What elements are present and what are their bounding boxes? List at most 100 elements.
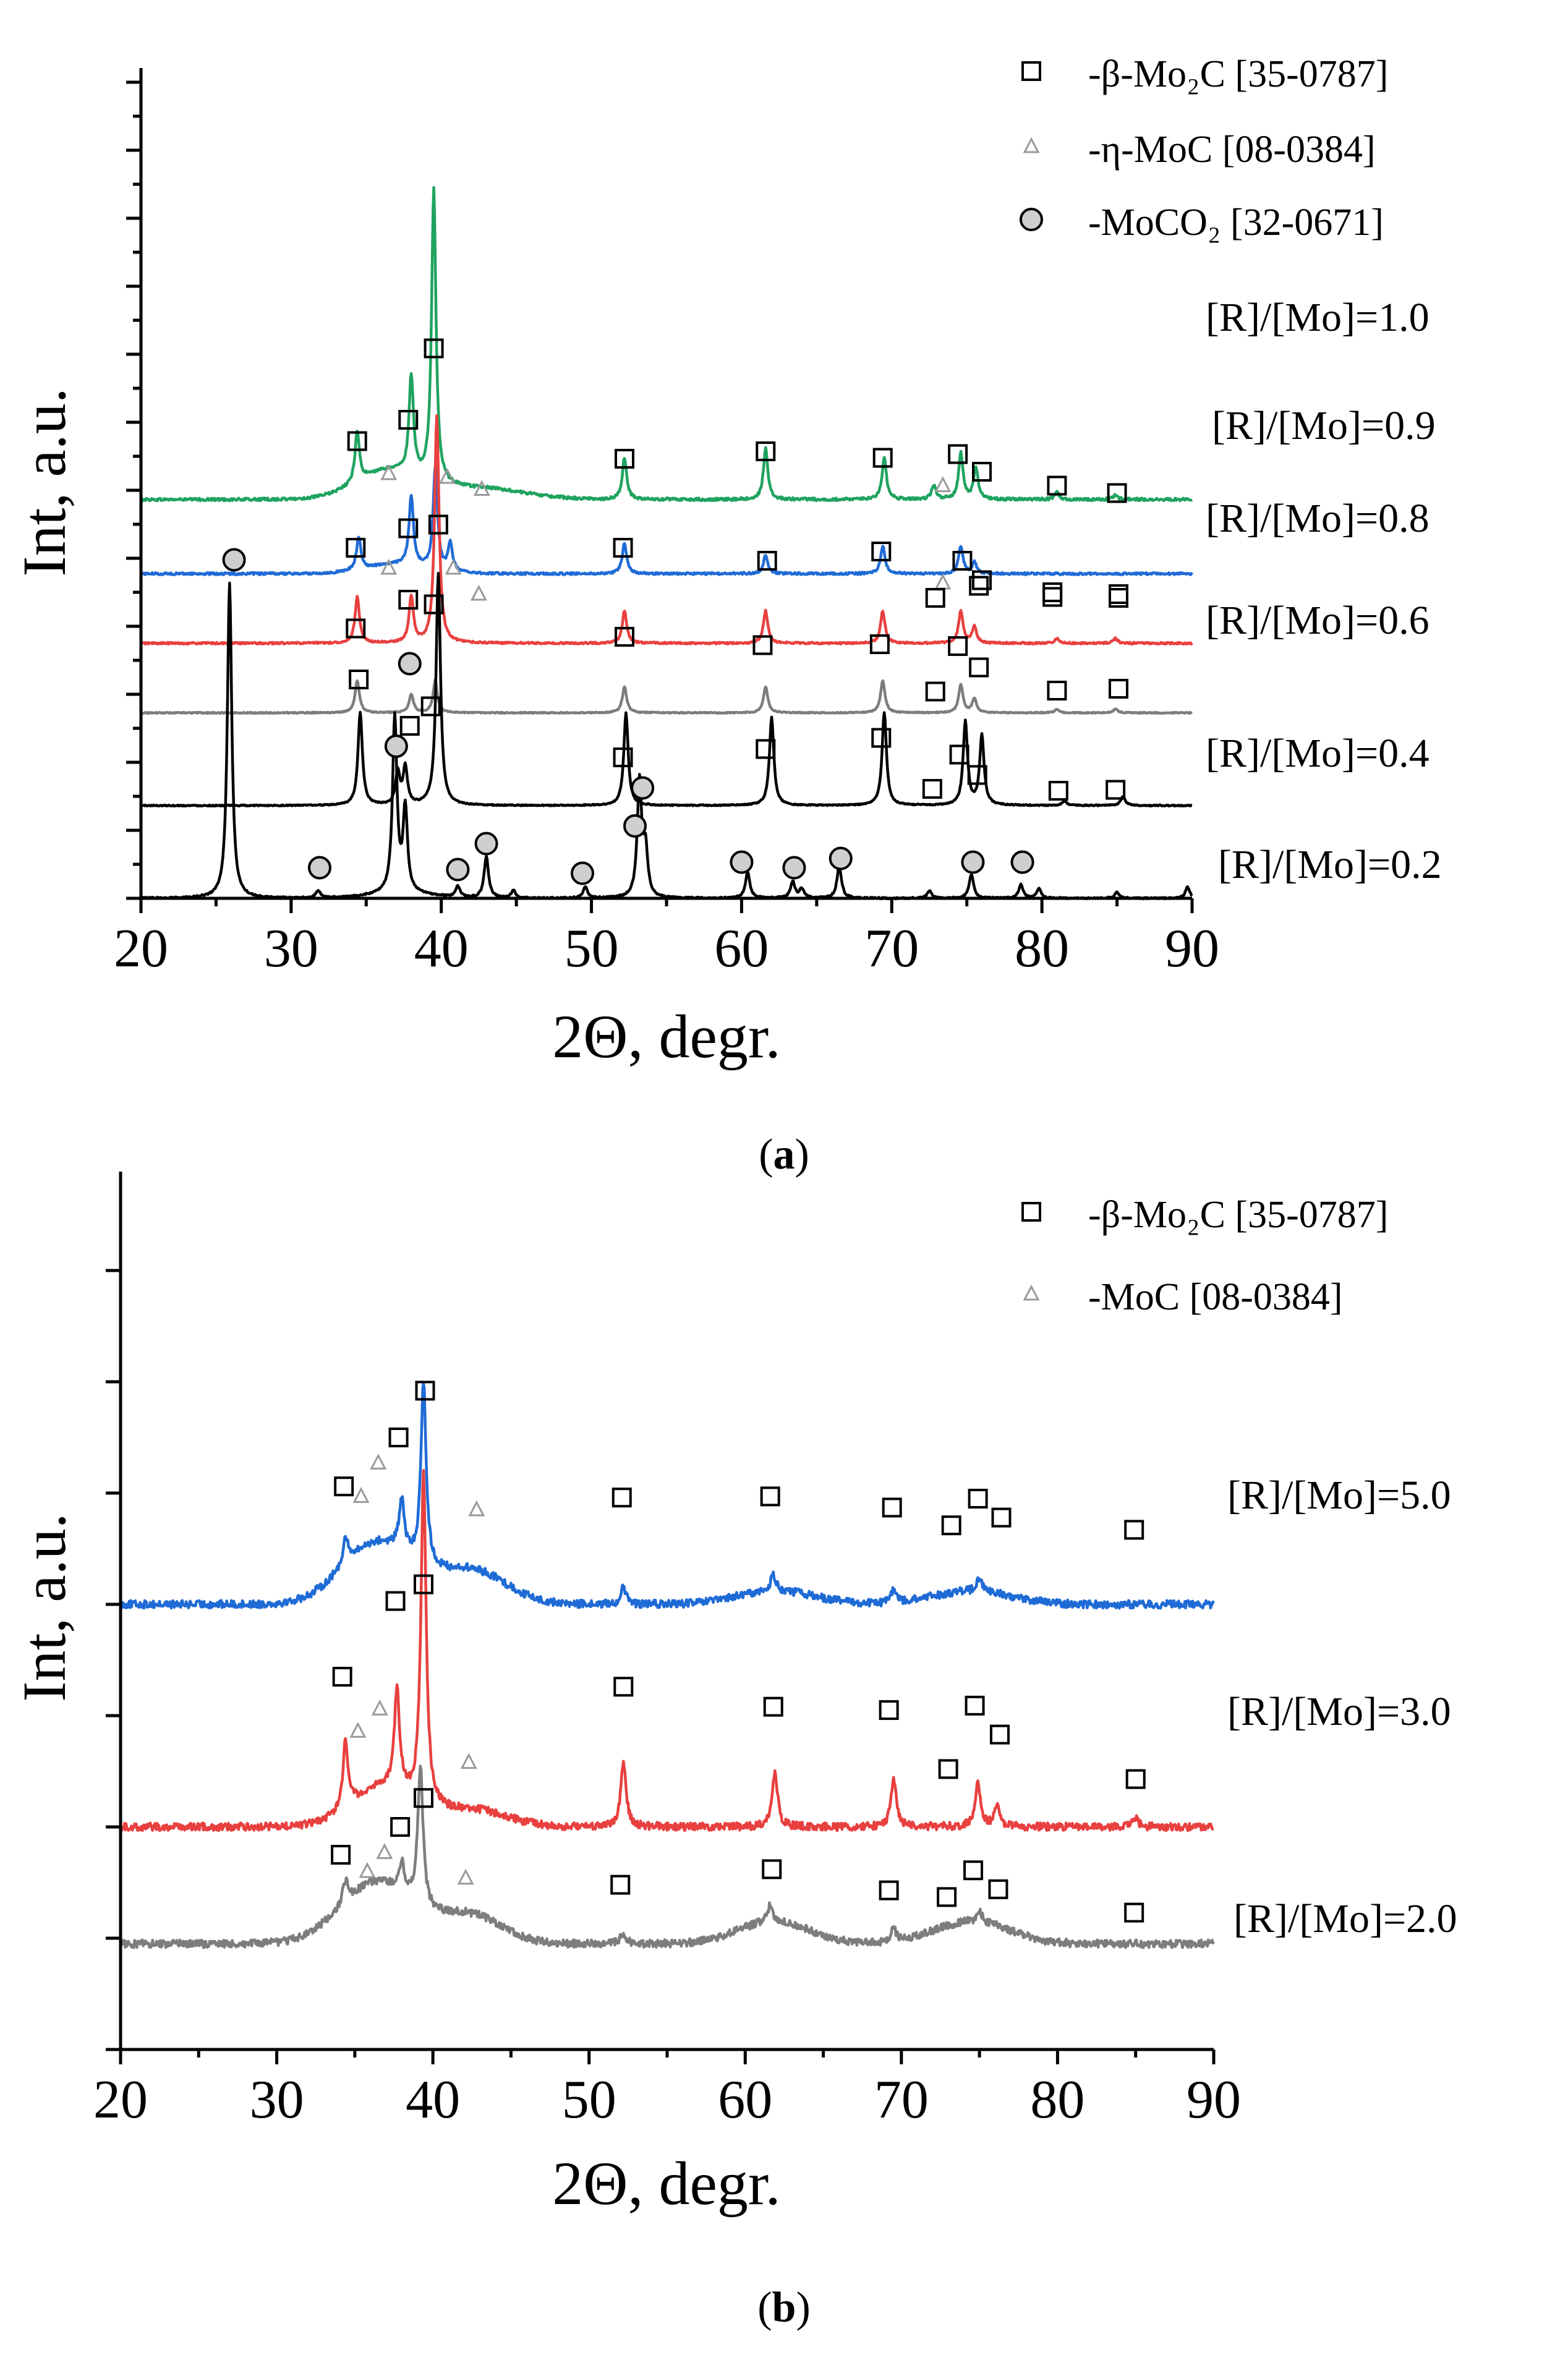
circle-marker [474, 832, 498, 856]
square-marker [1109, 588, 1128, 608]
triangle-marker [457, 1868, 474, 1885]
square-marker [937, 1887, 957, 1907]
trace-[R]/[Mo]=0.8 [140, 414, 1193, 646]
x-tick-label: 50 [565, 919, 619, 979]
trace-[R]/[Mo]=2.0 [119, 1764, 1215, 1949]
square-marker [424, 338, 444, 359]
square-marker [991, 1507, 1012, 1528]
square-marker [756, 441, 776, 461]
panel-b-traces [119, 1382, 1215, 1949]
circle-marker [446, 858, 470, 882]
series-label-0-2: [R]/[Mo]=0.2 [1218, 842, 1442, 887]
square-marker [1124, 1902, 1144, 1923]
circle-marker [308, 856, 331, 880]
circle-marker [829, 846, 853, 870]
series-label-3-0: [R]/[Mo]=3.0 [1227, 1689, 1451, 1734]
square-marker [757, 551, 777, 571]
panel-a-legend-markers [1020, 61, 1043, 231]
square-marker [1047, 681, 1067, 700]
x-tick-label: 80 [1015, 919, 1069, 979]
triangle-marker [376, 1843, 393, 1859]
x-tick-label: 90 [1165, 919, 1219, 979]
square-marker [346, 538, 366, 558]
series-label-1-0: [R]/[Mo]=1.0 [1206, 295, 1430, 340]
x-tick-label: 60 [718, 2070, 772, 2130]
series-label-0-9: [R]/[Mo]=0.9 [1212, 403, 1436, 448]
square-marker [613, 1677, 634, 1697]
panel-b: 20 30 40 50 60 70 80 90 Int, a.u. 2Θ, degr. -β-… [10, 1172, 1457, 2331]
square-marker [752, 635, 773, 655]
square-marker [949, 744, 969, 765]
x-tick-label: 90 [1187, 2070, 1241, 2130]
series-label-0-4: [R]/[Mo]=0.4 [1206, 731, 1430, 776]
circle-marker [1010, 850, 1034, 874]
panel-a: 20 30 40 50 60 70 80 90 Int, a.u. 2Θ, degr. -β-… [10, 53, 1442, 1178]
square-marker [952, 551, 973, 571]
x-tick-label: 40 [414, 919, 469, 979]
panel-b-caption: (b) [757, 2284, 811, 2331]
x-tick-label: 80 [1030, 2070, 1084, 2130]
square-marker [879, 1700, 899, 1720]
square-marker [972, 462, 992, 482]
square-marker [332, 1667, 352, 1687]
trace-[R]/[Mo]=1.0 [140, 186, 1193, 503]
series-label-5-0: [R]/[Mo]=5.0 [1227, 1473, 1451, 1518]
circle-marker [384, 734, 408, 758]
legend-b-moc-label: -MoC [08-0384] [1088, 1276, 1343, 1318]
square-marker [763, 1696, 783, 1717]
square-marker [1124, 1520, 1144, 1540]
panel-b-legend-markers [1021, 1202, 1041, 1301]
square-marker [346, 618, 366, 639]
square-marker [428, 514, 448, 535]
square-marker [611, 1488, 632, 1508]
triangle-marker [352, 1487, 370, 1503]
square-marker [879, 1880, 899, 1900]
panel-a-series-labels: [R]/[Mo]=1.0 [R]/[Mo]=0.9 [R]/[Mo]=0.8 [… [1206, 295, 1442, 887]
panel-a-legend: -β-Mo₂C [35-0787] -η-MoC [08-0384] -MoCO… [1020, 53, 1388, 244]
panel-b-series-labels: [R]/[Mo]=5.0 [R]/[Mo]=3.0 [R]/[Mo]=2.0 [1227, 1473, 1457, 1941]
square-marker [399, 716, 420, 736]
square-marker [1125, 1769, 1146, 1789]
square-marker [349, 670, 369, 689]
square-marker [1106, 780, 1126, 800]
square-marker [938, 1759, 958, 1779]
square-marker [1109, 679, 1128, 699]
trace-[R]/[Mo]=0.2 [140, 581, 1193, 901]
square-marker [756, 739, 776, 759]
square-marker [948, 444, 968, 464]
panel-a-y-ticks [126, 80, 141, 900]
square-marker [925, 588, 945, 608]
panel-a-caption-open: ( [759, 1131, 773, 1178]
triangle-marker [934, 476, 952, 492]
legend-moco2-label: -MoCO₂ [32-0671] [1088, 202, 1384, 244]
trace-[R]/[Mo]=0.9 [140, 465, 1193, 576]
trace-[R]/[Mo]=0.4 [140, 571, 1193, 808]
circle-marker [398, 652, 422, 676]
square-marker [331, 1845, 351, 1865]
square-marker [922, 779, 942, 799]
square-marker [388, 1428, 409, 1447]
circle-marker [631, 776, 655, 800]
square-marker [615, 449, 634, 469]
square-marker [972, 570, 992, 590]
panel-a-x-ticks: 20 30 40 50 60 70 80 90 [114, 898, 1219, 979]
x-tick-label: 50 [562, 2070, 616, 2130]
panel-a-phase-markers [222, 338, 1128, 885]
square-marker [968, 1489, 988, 1509]
square-marker [969, 657, 989, 678]
square-marker [424, 594, 444, 615]
circle-marker [730, 850, 754, 874]
square-marker [398, 518, 419, 538]
square-marker [869, 634, 890, 654]
triangle-marker [438, 467, 456, 484]
triangle-marker [349, 1721, 367, 1738]
legend-eta-moc-label: -η-MoC [08-0384] [1088, 129, 1376, 171]
square-marker [610, 1875, 631, 1895]
panel-b-y-axis-label: Int, a.u. [10, 1513, 79, 1701]
square-marker [1042, 587, 1063, 607]
panel-b-x-axis-label: 2Θ, degr. [552, 2149, 780, 2218]
trace-[R]/[Mo]=0.6 [140, 678, 1193, 715]
x-tick-label: 70 [864, 919, 919, 979]
series-label-0-6: [R]/[Mo]=0.6 [1206, 598, 1430, 643]
